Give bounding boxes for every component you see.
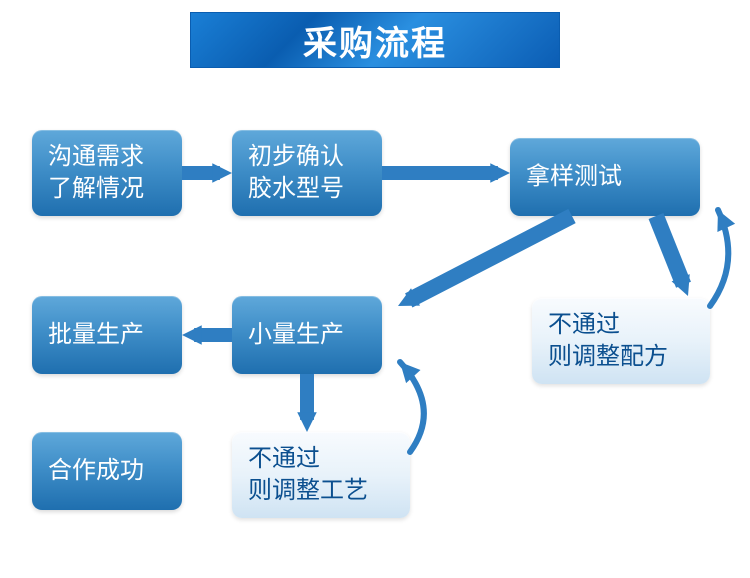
- flow-node-n4: 不通过则调整配方: [532, 298, 710, 384]
- flow-node-n5: 小量生产: [232, 296, 382, 374]
- edge-n3-n5: [398, 216, 572, 306]
- arrow-head: [182, 325, 202, 345]
- node-text: 批量生产: [48, 319, 166, 351]
- arrow-head: [398, 288, 420, 306]
- arrow-head: [400, 362, 421, 383]
- node-text: 小量生产: [248, 319, 366, 351]
- node-text: 沟通需求: [48, 141, 166, 173]
- node-text: 不通过: [548, 309, 694, 341]
- page-title: 采购流程: [190, 12, 560, 68]
- edge-n4-n3: [710, 210, 735, 306]
- flow-node-n2: 初步确认胶水型号: [232, 130, 382, 216]
- arrow-curve: [710, 210, 728, 306]
- arrow-head: [717, 210, 735, 232]
- title-text: 采购流程: [303, 16, 447, 65]
- node-text: 胶水型号: [248, 173, 366, 205]
- flow-node-n8: 合作成功: [32, 432, 182, 510]
- edge-n1-n2: [182, 163, 232, 183]
- node-text: 合作成功: [48, 455, 166, 487]
- arrow-head: [212, 163, 232, 183]
- arrow-head: [490, 163, 510, 183]
- node-text: 初步确认: [248, 141, 366, 173]
- arrow-shaft: [656, 216, 684, 285]
- arrow-shaft: [409, 216, 572, 300]
- node-text: 不通过: [248, 443, 394, 475]
- flow-node-n7: 不通过则调整工艺: [232, 432, 410, 518]
- node-text: 了解情况: [48, 173, 166, 205]
- arrow-head: [297, 412, 317, 432]
- edge-n5-n6: [182, 325, 232, 345]
- flow-node-n3: 拿样测试: [510, 138, 700, 216]
- node-text: 拿样测试: [526, 161, 684, 193]
- arrow-head: [672, 274, 690, 296]
- edge-n5-n7: [297, 374, 317, 432]
- node-text: 则调整工艺: [248, 475, 394, 507]
- edge-n2-n3: [382, 163, 510, 183]
- node-text: 则调整配方: [548, 341, 694, 373]
- flow-node-n6: 批量生产: [32, 296, 182, 374]
- edge-n3-n4: [656, 216, 690, 296]
- flow-node-n1: 沟通需求了解情况: [32, 130, 182, 216]
